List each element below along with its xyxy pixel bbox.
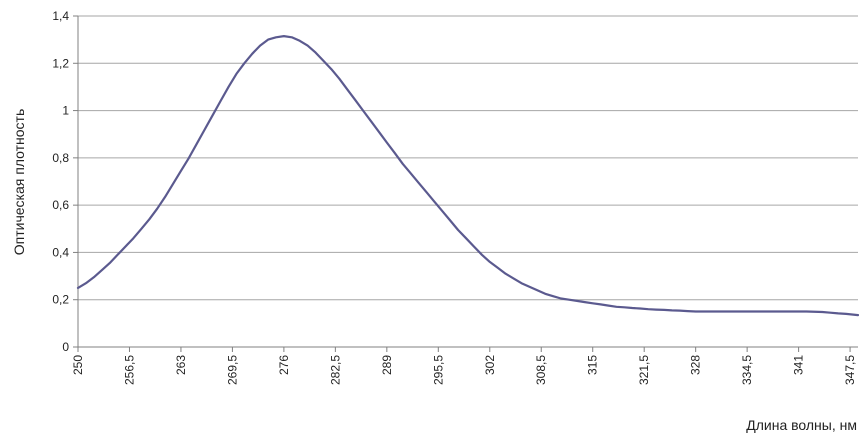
x-tick-label: 341: [792, 355, 806, 375]
x-tick-label: 347,5: [843, 355, 857, 385]
y-tick-label: 1,4: [52, 9, 69, 23]
x-tick-label: 308,5: [534, 355, 548, 385]
y-axis-ticks: 0 0,2 0,4 0,6 0,8 1 1,2 1,4: [52, 9, 78, 354]
x-tick-label: 321,5: [637, 355, 651, 385]
x-tick-label: 269,5: [225, 355, 239, 385]
axes: [77, 16, 858, 348]
y-tick-label: 0,8: [52, 151, 69, 165]
grid-lines: [78, 15, 858, 301]
x-axis-title: Длина волны, нм: [746, 417, 857, 433]
y-axis-title: Оптическая плотность: [11, 109, 27, 256]
x-tick-label: 256,5: [122, 355, 136, 385]
x-axis-ticks: 250 256,5 263 269,5 276 282,5 289 295,5 302 308,5…: [71, 347, 857, 385]
x-tick-label: 289: [380, 355, 394, 375]
absorbance-series-line: [76, 34, 859, 317]
x-tick-label: 276: [277, 355, 291, 375]
y-tick-label: 0: [62, 340, 69, 354]
y-tick-label: 0,6: [52, 198, 69, 212]
plot-area: [76, 34, 859, 317]
x-tick-label: 328: [689, 355, 703, 375]
x-tick-label: 295,5: [431, 355, 445, 385]
x-tick-label: 263: [174, 355, 188, 375]
x-tick-label: 302: [483, 355, 497, 375]
y-tick-label: 1: [62, 104, 69, 118]
y-tick-label: 0,2: [52, 293, 69, 307]
y-tick-label: 0,4: [52, 245, 69, 259]
x-tick-label: 250: [71, 355, 85, 375]
x-tick-label: 282,5: [328, 355, 342, 385]
y-tick-label: 1,2: [52, 56, 69, 70]
x-tick-label: 315: [586, 355, 600, 375]
x-tick-label: 334,5: [740, 355, 754, 385]
